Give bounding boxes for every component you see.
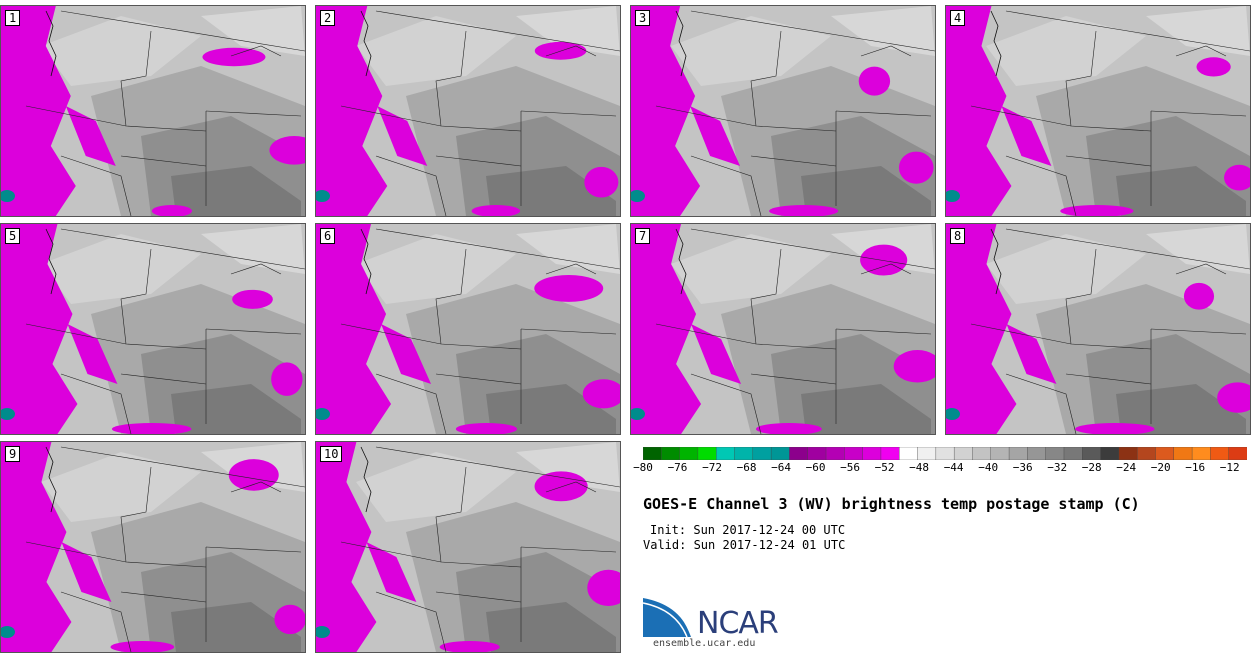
ncar-logo: [642, 596, 695, 643]
colorbar-tick-label: −68: [736, 461, 757, 474]
colorbar-swatch: [844, 446, 864, 461]
colorbar-tick-label: −36: [1012, 461, 1033, 474]
colorbar-tick-label: −32: [1047, 461, 1068, 474]
colorbar-swatch: [1045, 446, 1065, 461]
colorbar-swatch: [679, 446, 699, 461]
colorbar-swatch: [1082, 446, 1102, 461]
colorbar-tick-label: −64: [771, 461, 791, 474]
colorbar-tick-label: −72: [702, 461, 722, 474]
ncar-logo-text: NCAR: [697, 606, 779, 641]
colorbar-swatch: [862, 446, 882, 461]
map-panel: 8: [945, 223, 1251, 435]
map-panel: 3: [630, 5, 936, 217]
panel-label: 9: [5, 446, 21, 462]
map-panel: 9: [0, 441, 306, 653]
ensemble-url: ensemble.ucar.edu: [653, 638, 756, 649]
colorbar-swatch: [1063, 446, 1083, 461]
map-panel: 5: [0, 223, 306, 435]
colorbar-tick-label: −44: [943, 461, 964, 474]
colorbar-swatch: [770, 446, 791, 461]
colorbar-tick-label: −40: [978, 461, 999, 474]
map-panel: 4: [945, 5, 1251, 217]
colorbar-swatch: [972, 446, 992, 461]
colorbar-swatch: [1155, 446, 1175, 461]
colorbar-tick-label: −52: [874, 461, 895, 474]
colorbar-swatch: [1210, 446, 1230, 461]
colorbar-tick-label: −20: [1150, 461, 1171, 474]
colorbar-swatch: [716, 446, 736, 461]
colorbar-tick-label: −60: [805, 461, 826, 474]
panel-label: 1: [5, 10, 21, 26]
panel-label: 6: [320, 228, 336, 244]
colorbar-swatch: [1118, 446, 1138, 461]
colorbar-swatch: [935, 446, 955, 461]
colorbar-swatch: [1191, 446, 1212, 461]
colorbar-tick-label: −16: [1185, 461, 1206, 474]
valid-time: Valid: Sun 2017-12-24 01 UTC: [643, 538, 846, 552]
colorbar-swatch: [1136, 446, 1157, 461]
colorbar-swatch: [642, 446, 662, 461]
colorbar: [642, 445, 1248, 464]
map-panel: 1: [0, 5, 306, 217]
colorbar-swatch: [752, 446, 772, 461]
map-panel: 6: [315, 223, 621, 435]
map-panel: 7: [630, 223, 936, 435]
map-panel: 10: [315, 441, 621, 653]
colorbar-swatch: [990, 446, 1010, 461]
colorbar-swatch: [1228, 446, 1248, 461]
colorbar-tick-label: −24: [1116, 461, 1137, 474]
colorbar-swatch: [953, 446, 974, 461]
figure-title: GOES-E Channel 3 (WV) brightness temp po…: [643, 495, 1140, 513]
colorbar-swatch: [789, 446, 809, 461]
panel-label: 5: [5, 228, 21, 244]
map-panel: 2: [315, 5, 621, 217]
panel-label: 7: [635, 228, 651, 244]
colorbar-tick-label: −56: [840, 461, 861, 474]
colorbar-swatch: [917, 446, 937, 461]
panel-label: 10: [320, 446, 343, 462]
colorbar-tick-label: −76: [667, 461, 688, 474]
colorbar-swatch: [734, 446, 754, 461]
colorbar-swatch: [807, 446, 827, 461]
panel-label: 2: [320, 10, 336, 26]
colorbar-swatch: [1173, 446, 1193, 461]
colorbar-swatch: [1027, 446, 1047, 461]
colorbar-swatch: [1100, 446, 1120, 461]
colorbar-tick-label: −28: [1081, 461, 1102, 474]
colorbar-swatch: [661, 446, 681, 461]
panel-label: 4: [950, 10, 966, 26]
colorbar-swatch: [825, 446, 846, 461]
panel-label: 3: [635, 10, 651, 26]
colorbar-tick-label: −12: [1219, 461, 1240, 474]
colorbar-tick-label: −48: [909, 461, 930, 474]
colorbar-swatches: [642, 446, 1248, 461]
colorbar-swatch: [880, 446, 900, 461]
colorbar-swatch: [697, 446, 717, 461]
init-time: Init: Sun 2017-12-24 00 UTC: [650, 523, 846, 537]
colorbar-tick-label: −80: [633, 461, 653, 474]
panel-label: 8: [950, 228, 966, 244]
colorbar-swatch: [899, 446, 919, 461]
colorbar-swatch: [1008, 446, 1029, 461]
